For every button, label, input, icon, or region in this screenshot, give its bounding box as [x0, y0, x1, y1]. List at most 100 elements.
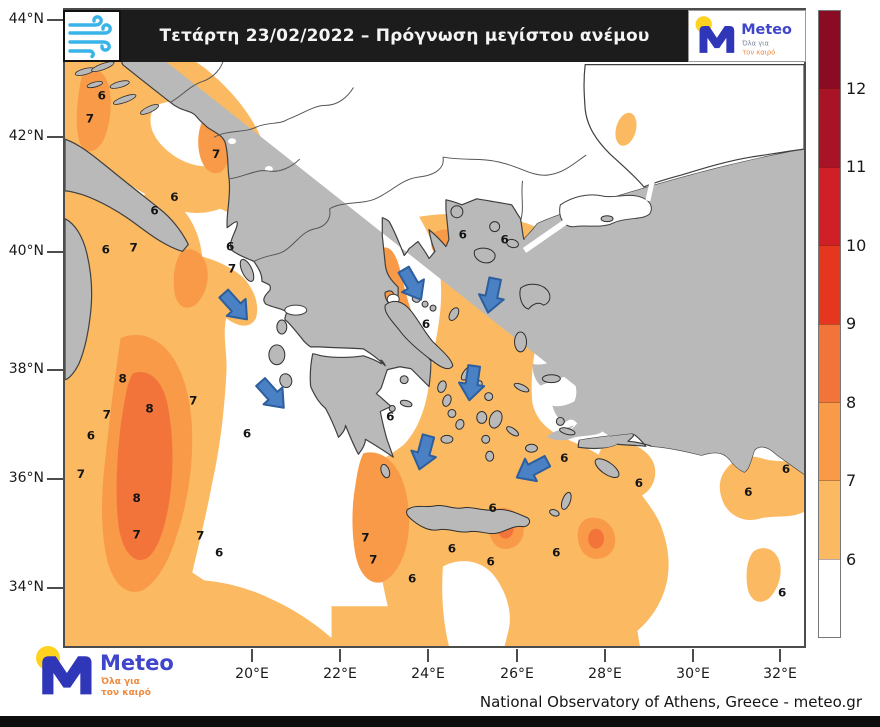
logo-wordmark: Meteo: [100, 651, 174, 675]
wind-arrow: [255, 377, 285, 409]
longitude-label: 20°E: [235, 666, 269, 682]
logo-tagline-2: τον καιρό: [742, 48, 775, 56]
wind-colorbar: [818, 10, 841, 638]
longitude-label: 30°E: [676, 666, 710, 682]
wind-speed-label: 6: [226, 239, 234, 253]
longitude-tick: [779, 649, 781, 662]
logo-m-glyph: [42, 656, 92, 695]
wind-icon: [63, 10, 121, 62]
latitude-label: 42°N: [8, 128, 44, 144]
colorbar-tick-label: 6: [846, 549, 857, 569]
latitude-label: 38°N: [8, 361, 44, 377]
wind-speed-label: 6: [459, 228, 467, 242]
wind-speed-label: 6: [422, 317, 430, 331]
wind-speed-label: 7: [196, 529, 204, 543]
wind-speed-label: 6: [487, 555, 495, 569]
wind-arrow: [218, 288, 248, 321]
wind-arrow: [515, 454, 552, 483]
longitude-tick: [251, 649, 253, 662]
latitude-label: 36°N: [8, 470, 44, 486]
wind-speed-label: 7: [129, 240, 137, 254]
wind-speed-label: 6: [560, 451, 568, 465]
meteo-logo-bottom: Meteo Όλα για τον καιρό: [26, 638, 216, 710]
longitude-label: 22°E: [323, 666, 357, 682]
logo-tagline-1: Όλα για: [741, 40, 769, 48]
latitude-label: 44°N: [8, 11, 44, 27]
logo-tagline-2: τον καιρό: [101, 687, 151, 698]
wind-speed-label: 6: [635, 476, 643, 490]
latitude-tick: [47, 19, 63, 21]
islands: [74, 61, 620, 535]
country-borders: [170, 57, 587, 262]
longitude-tick: [516, 649, 518, 662]
colorbar-segment: [819, 88, 840, 167]
wind-speed-label: 6: [448, 542, 456, 556]
landmass: [65, 10, 804, 475]
wind-speed-label: 7: [77, 467, 85, 481]
wind-speed-label: 7: [369, 553, 377, 567]
colorbar-tick-label: 7: [846, 471, 857, 490]
logo-tagline-1: Όλα για: [100, 676, 140, 687]
wind-speed-label: 6: [150, 204, 158, 218]
wind-speed-label: 6: [386, 409, 394, 423]
wind-speed-label: 6: [489, 501, 497, 515]
latitude-tick: [47, 251, 63, 253]
latitude-tick: [47, 587, 63, 589]
wind-speed-label: 7: [103, 407, 111, 421]
wind-arrow: [477, 276, 505, 314]
wind-speed-label: 6: [782, 462, 790, 476]
colorbar-segment: [819, 11, 840, 89]
colorbar-tick-label: 10: [846, 235, 867, 255]
latitude-tick: [47, 478, 63, 480]
wind-speed-label: 6: [243, 426, 251, 440]
wind-speed-label: 6: [552, 546, 560, 560]
black-sea-wind-patch: [615, 112, 637, 146]
wind-speed-label: 8: [145, 401, 153, 415]
wind-speed-label: 6: [98, 88, 106, 102]
wind-speed-label: 8: [132, 491, 140, 505]
latitude-tick: [47, 369, 63, 371]
attribution-text: National Observatory of Athens, Greece -…: [479, 693, 862, 711]
colorbar-segment: [819, 480, 840, 559]
wind-direction-arrows: [218, 265, 552, 483]
colorbar-segment: [819, 401, 840, 481]
wind-speed-label: 6: [778, 585, 786, 599]
wind-arrow: [397, 265, 425, 301]
longitude-label: 24°E: [411, 666, 445, 682]
wind-arrow: [457, 364, 486, 402]
wind-speed-label: 6: [500, 233, 508, 247]
meteo-logo-top: Meteo Όλα για τον καιρό: [688, 10, 806, 62]
title-bar: Τετάρτη 23/02/2022 – Πρόγνωση μεγίστου α…: [121, 10, 688, 62]
wind-speed-label: 6: [87, 428, 95, 442]
wind-arrow: [410, 433, 437, 471]
wind-speed-label: 7: [189, 394, 197, 408]
colorbar-tick-label: 12: [846, 78, 867, 98]
wind-speed-label: 6: [102, 242, 110, 256]
bottom-black-bar: [0, 716, 880, 727]
wind-speed-label: 7: [361, 531, 369, 545]
logo-m-glyph: [699, 26, 735, 53]
wind-speed-label: 6: [408, 571, 416, 585]
wind-speed-label: 7: [212, 147, 220, 161]
wind-speed-label: 6: [744, 485, 752, 499]
colorbar-segment: [819, 558, 840, 637]
longitude-label: 26°E: [500, 666, 534, 682]
longitude-tick: [604, 649, 606, 662]
colorbar-segment: [819, 166, 840, 246]
sea-cutouts: [228, 64, 804, 316]
wind-speed-label: 6: [170, 190, 178, 204]
longitude-label: 28°E: [588, 666, 622, 682]
latitude-label: 40°N: [8, 243, 44, 259]
longitude-label: 32°E: [763, 666, 797, 682]
wind-speed-label: 8: [119, 372, 127, 386]
forecast-title: Τετάρτη 23/02/2022 – Πρόγνωση μεγίστου α…: [159, 26, 650, 46]
longitude-tick: [427, 649, 429, 662]
longitude-tick: [692, 649, 694, 662]
colorbar-tick-label: 8: [846, 392, 857, 412]
wind-speed-label: 7: [86, 111, 94, 125]
wind-speed-label: 7: [228, 261, 236, 275]
latitude-label: 34°N: [8, 579, 44, 595]
